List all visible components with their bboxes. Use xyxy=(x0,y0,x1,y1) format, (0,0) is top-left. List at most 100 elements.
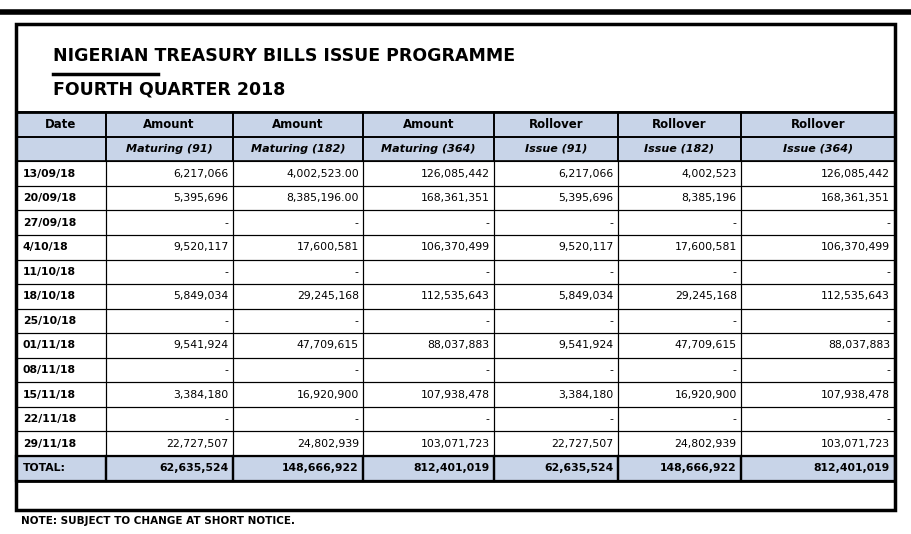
Text: 88,037,883: 88,037,883 xyxy=(427,341,489,350)
Bar xyxy=(16,186,106,210)
Text: 106,370,499: 106,370,499 xyxy=(420,242,489,252)
Bar xyxy=(742,161,895,186)
Text: 112,535,643: 112,535,643 xyxy=(421,292,489,301)
Bar xyxy=(494,235,618,260)
Bar xyxy=(232,358,363,382)
Bar xyxy=(16,431,106,456)
Bar xyxy=(494,358,618,382)
Text: 24,802,939: 24,802,939 xyxy=(297,439,359,449)
Bar xyxy=(232,260,363,284)
Bar xyxy=(232,235,363,260)
Bar xyxy=(232,382,363,407)
Bar xyxy=(363,431,494,456)
Bar xyxy=(742,333,895,358)
Text: 5,849,034: 5,849,034 xyxy=(558,292,613,301)
Bar xyxy=(363,235,494,260)
Bar xyxy=(742,284,895,309)
Bar xyxy=(363,333,494,358)
Bar xyxy=(363,161,494,186)
Bar xyxy=(494,137,618,161)
Bar xyxy=(16,407,106,431)
Text: -: - xyxy=(609,218,613,227)
Text: -: - xyxy=(224,414,228,424)
Bar xyxy=(16,382,106,407)
Bar xyxy=(494,161,618,186)
Text: 107,938,478: 107,938,478 xyxy=(821,390,890,399)
Text: Maturing (182): Maturing (182) xyxy=(251,144,345,154)
Bar xyxy=(16,358,106,382)
Bar xyxy=(16,407,106,431)
Bar xyxy=(16,112,106,137)
Bar xyxy=(742,137,895,161)
Bar xyxy=(16,456,106,481)
Bar xyxy=(106,407,232,431)
Bar xyxy=(494,333,618,358)
Text: -: - xyxy=(486,316,489,326)
Text: 24,802,939: 24,802,939 xyxy=(675,439,737,449)
Bar xyxy=(232,112,363,137)
Text: 25/10/18: 25/10/18 xyxy=(23,316,76,326)
Bar xyxy=(106,284,232,309)
Bar xyxy=(363,456,494,481)
Bar xyxy=(494,161,618,186)
Text: 11/10/18: 11/10/18 xyxy=(23,267,76,277)
Bar xyxy=(742,137,895,161)
Text: 88,037,883: 88,037,883 xyxy=(828,341,890,350)
Bar xyxy=(494,358,618,382)
Bar xyxy=(618,309,742,333)
Bar xyxy=(494,382,618,407)
Bar xyxy=(363,260,494,284)
Text: 15/11/18: 15/11/18 xyxy=(23,390,76,399)
Bar xyxy=(494,210,618,235)
Bar xyxy=(363,309,494,333)
Bar xyxy=(742,112,895,137)
Bar xyxy=(618,137,742,161)
Bar xyxy=(106,407,232,431)
Text: NIGERIAN TREASURY BILLS ISSUE PROGRAMME: NIGERIAN TREASURY BILLS ISSUE PROGRAMME xyxy=(53,47,515,65)
Bar xyxy=(16,210,106,235)
Bar xyxy=(494,456,618,481)
Text: 812,401,019: 812,401,019 xyxy=(414,464,489,473)
Text: -: - xyxy=(486,267,489,277)
Text: Date: Date xyxy=(46,118,77,131)
Text: 17,600,581: 17,600,581 xyxy=(674,242,737,252)
Bar xyxy=(363,382,494,407)
Bar xyxy=(618,382,742,407)
Text: -: - xyxy=(486,365,489,375)
Bar xyxy=(494,260,618,284)
Bar xyxy=(232,235,363,260)
Text: 8,385,196.00: 8,385,196.00 xyxy=(286,193,359,203)
Bar xyxy=(494,456,618,481)
Bar xyxy=(618,333,742,358)
Bar xyxy=(106,161,232,186)
Bar xyxy=(618,210,742,235)
Text: -: - xyxy=(609,414,613,424)
Bar xyxy=(16,137,106,161)
Bar xyxy=(618,456,742,481)
Bar xyxy=(232,333,363,358)
Text: Amount: Amount xyxy=(143,118,195,131)
Text: 13/09/18: 13/09/18 xyxy=(23,169,76,178)
Bar xyxy=(742,260,895,284)
Bar xyxy=(363,407,494,431)
Text: 18/10/18: 18/10/18 xyxy=(23,292,76,301)
Bar xyxy=(494,112,618,137)
Bar xyxy=(363,235,494,260)
Bar xyxy=(494,309,618,333)
Text: 4/10/18: 4/10/18 xyxy=(23,242,68,252)
Bar xyxy=(232,309,363,333)
Bar xyxy=(232,137,363,161)
Bar xyxy=(494,210,618,235)
Bar xyxy=(16,284,106,309)
Bar xyxy=(363,382,494,407)
Bar xyxy=(742,407,895,431)
Bar xyxy=(618,309,742,333)
Bar xyxy=(16,456,106,481)
Bar xyxy=(16,161,106,186)
Text: -: - xyxy=(224,365,228,375)
Bar xyxy=(16,161,106,186)
Text: 4,002,523: 4,002,523 xyxy=(681,169,737,178)
Bar xyxy=(106,309,232,333)
Text: 148,666,922: 148,666,922 xyxy=(282,464,359,473)
Bar xyxy=(106,186,232,210)
